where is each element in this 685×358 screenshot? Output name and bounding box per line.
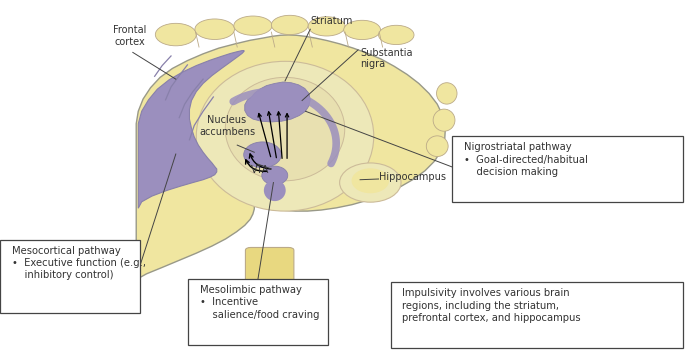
- Ellipse shape: [426, 136, 448, 156]
- FancyBboxPatch shape: [188, 279, 328, 345]
- Ellipse shape: [264, 180, 286, 201]
- Text: Striatum: Striatum: [310, 16, 353, 26]
- Ellipse shape: [351, 168, 389, 193]
- Ellipse shape: [340, 163, 401, 202]
- Ellipse shape: [155, 23, 197, 46]
- Text: Impulsivity involves various brain
regions, including the striatum,
prefrontal c: Impulsivity involves various brain regio…: [402, 289, 581, 323]
- Text: Mesocortical pathway
•  Executive function (e.g.,
    inhibitory control): Mesocortical pathway • Executive functio…: [12, 246, 146, 280]
- Text: Frontal
cortex: Frontal cortex: [114, 25, 147, 47]
- Text: Mesolimbic pathway
•  Incentive
    salience/food craving: Mesolimbic pathway • Incentive salience/…: [200, 285, 319, 320]
- FancyBboxPatch shape: [452, 136, 683, 202]
- Text: Nucleus
accumbens: Nucleus accumbens: [199, 115, 255, 137]
- Text: Nigrostriatal pathway
•  Goal-directed/habitual
    decision making: Nigrostriatal pathway • Goal-directed/ha…: [464, 142, 588, 177]
- Ellipse shape: [197, 61, 374, 211]
- Ellipse shape: [244, 142, 282, 168]
- Ellipse shape: [433, 109, 455, 131]
- Ellipse shape: [344, 20, 381, 40]
- Text: Substantia
nigra: Substantia nigra: [360, 48, 412, 69]
- Polygon shape: [138, 50, 244, 208]
- FancyBboxPatch shape: [245, 247, 294, 324]
- Polygon shape: [136, 35, 445, 280]
- Polygon shape: [245, 82, 310, 122]
- FancyBboxPatch shape: [391, 282, 683, 348]
- Ellipse shape: [234, 16, 272, 35]
- Ellipse shape: [195, 19, 234, 39]
- Ellipse shape: [225, 77, 345, 181]
- Ellipse shape: [308, 17, 345, 36]
- Ellipse shape: [379, 25, 414, 44]
- Ellipse shape: [262, 166, 288, 185]
- FancyBboxPatch shape: [1, 240, 140, 313]
- Ellipse shape: [271, 15, 308, 35]
- Ellipse shape: [436, 83, 457, 104]
- Text: VTA: VTA: [251, 165, 269, 175]
- Text: Hippocampus: Hippocampus: [379, 172, 445, 182]
